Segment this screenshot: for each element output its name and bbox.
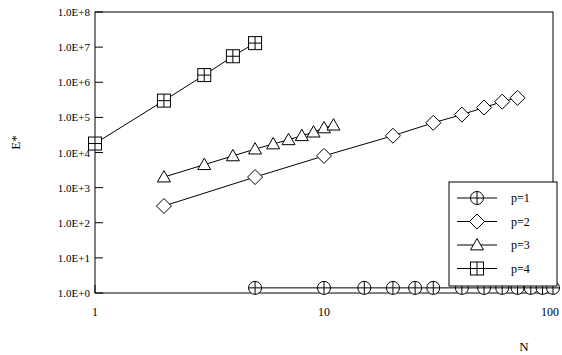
y-tick [95,82,103,83]
marker-shape [249,281,262,294]
x-tick-label: 1 [92,305,98,319]
series-marker [386,281,399,294]
series-marker [477,100,492,115]
legend-label: p=1 [511,191,530,205]
series-marker [157,94,170,107]
legend-label: p=2 [511,215,530,229]
series-line [164,125,334,177]
marker-shape [157,94,170,107]
series-marker [267,137,280,148]
y-tick-label: 1.0E+0 [58,287,91,299]
y-tick [95,12,103,13]
series-marker [282,133,295,144]
series-marker [318,281,331,294]
marker-shape [386,281,399,294]
marker-shape [471,262,484,275]
y-tick-label: 1.0E+6 [58,76,91,88]
marker-cross [471,262,484,275]
x-tick [95,285,96,293]
y-tick-label: 1.0E+2 [58,217,90,229]
series-marker [295,129,308,140]
chart: 1.0E+0 1.0E+1 1.0E+2 1.0E+3 1.0E+4 1.0E+5 1.0E… [0,0,562,355]
plot-area [89,37,560,295]
series-marker [409,281,422,294]
series-marker [157,171,170,182]
series-marker [427,281,440,294]
y-tick-label: 1.0E+5 [58,111,91,123]
x-tick-label: 10 [318,305,330,319]
marker-shape [358,281,371,294]
marker-cross [157,94,170,107]
y-tick [95,257,103,258]
y-tick [95,293,103,294]
series-marker [426,115,441,130]
marker-cross [386,281,399,294]
marker-shape [409,281,422,294]
legend-marker [470,214,485,229]
y-tick-label: 1.0E+3 [58,182,91,194]
marker-cross [89,137,102,150]
legend-box [449,182,557,286]
marker-shape [198,69,211,82]
marker-cross [249,281,262,294]
series-marker [249,281,262,294]
y-tick [95,152,103,153]
series-marker [248,170,263,185]
y-tick [95,222,103,223]
marker-cross [409,281,422,294]
marker-cross [358,281,371,294]
legend-label: p=4 [511,262,530,276]
marker-cross [198,69,211,82]
legend-marker [471,192,484,205]
legend-marker [471,262,484,275]
series-marker [510,90,525,105]
series-marker [454,107,469,122]
y-tick-label: 1.0E+7 [58,41,91,53]
series-marker [198,69,211,82]
y-tick [95,47,103,48]
series-marker [358,281,371,294]
marker-shape [471,192,484,205]
series-marker [249,143,262,154]
x-tick-label: 100 [541,305,559,319]
marker-cross [249,37,262,50]
series-marker [198,158,211,169]
series-marker [327,119,340,130]
legend-marker [471,239,484,250]
series-marker [156,198,171,213]
series-marker [385,128,400,143]
marker-shape [89,137,102,150]
x-axis-label: N [519,339,529,354]
legend: p=1 p=2 p=3 p=4 [449,182,557,286]
series-marker [89,137,102,150]
series-marker [495,94,510,109]
marker-shape [427,281,440,294]
marker-cross [427,281,440,294]
series-marker [317,148,332,163]
series-marker [226,50,239,63]
y-tick-label: 1.0E+1 [58,252,90,264]
marker-shape [226,50,239,63]
y-tick [95,117,103,118]
y-tick [95,187,103,188]
marker-cross [471,192,484,205]
marker-shape [318,281,331,294]
marker-cross [318,281,331,294]
y-tick-label: 1.0E+4 [58,147,91,159]
series-marker [249,37,262,50]
marker-cross [226,50,239,63]
series-line [95,43,255,143]
marker-shape [249,37,262,50]
series-marker [226,149,239,160]
legend-label: p=3 [511,238,530,252]
y-axis-label: E* [8,135,23,149]
y-tick-label: 1.0E+8 [58,6,91,18]
